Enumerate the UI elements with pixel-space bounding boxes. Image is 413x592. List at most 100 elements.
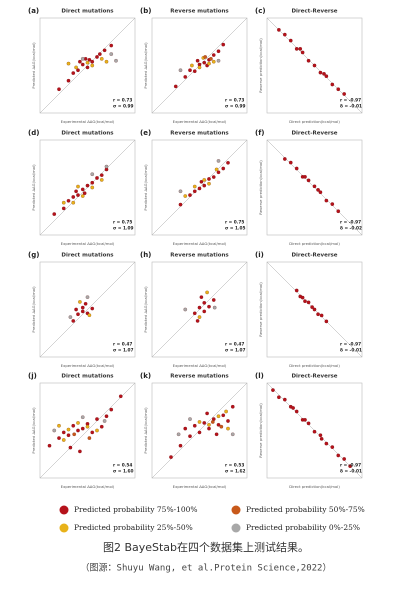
point <box>192 311 197 316</box>
point <box>202 60 207 65</box>
point <box>192 184 197 189</box>
point <box>109 407 114 412</box>
point <box>80 62 85 67</box>
point <box>211 59 216 64</box>
reference-line <box>151 261 248 358</box>
point <box>87 436 92 440</box>
caption: 图2 BayeStab在四个数据集上测试结果。 <box>103 540 309 554</box>
point <box>71 200 76 205</box>
point <box>324 74 329 78</box>
point <box>230 404 235 409</box>
point <box>197 315 202 319</box>
point <box>114 58 118 63</box>
panel-title: Reverse mutations <box>170 374 229 380</box>
point <box>188 193 192 197</box>
point <box>83 301 88 306</box>
point <box>230 432 235 437</box>
point <box>330 82 335 87</box>
point <box>178 443 183 448</box>
point <box>188 417 192 421</box>
point <box>211 175 216 179</box>
stat-annotation: δ = -0.01 <box>340 348 362 354</box>
point <box>226 426 230 431</box>
point <box>221 42 226 47</box>
point <box>226 161 230 165</box>
reference-line <box>39 382 136 479</box>
point <box>300 50 305 55</box>
point <box>109 52 114 56</box>
stat-annotation: r = 0.73 <box>113 98 132 104</box>
point <box>74 65 78 70</box>
point <box>306 178 311 183</box>
point <box>87 57 92 62</box>
point <box>47 443 52 448</box>
point <box>90 172 95 177</box>
point <box>52 212 57 216</box>
point <box>74 307 78 312</box>
point <box>192 69 197 74</box>
point <box>66 199 71 203</box>
panel-title: Direct-Reverse <box>291 131 337 137</box>
stat-annotation: r = -0.97 <box>340 220 361 226</box>
point <box>283 397 287 402</box>
point <box>214 432 219 437</box>
point <box>90 306 95 311</box>
y-axis-label: Predicted ΔΔG(kcal/mol) <box>31 42 36 89</box>
point <box>306 300 311 305</box>
x-axis-label: Experimental ΔΔG(kcal/mol) <box>173 484 227 489</box>
stat-annotation: σ = 1.07 <box>113 348 134 354</box>
point <box>197 420 202 424</box>
stat-annotation: σ = 0.99 <box>113 104 134 110</box>
panel-title: Reverse mutations <box>170 131 229 137</box>
legend-swatch <box>59 523 69 533</box>
point <box>190 63 194 68</box>
point <box>68 445 73 450</box>
y-axis-label: Reverse prediction(kcal/mol) <box>258 38 263 93</box>
point <box>80 187 85 192</box>
point <box>173 84 178 89</box>
point <box>288 38 293 43</box>
stat-annotation: r = -0.97 <box>340 342 361 348</box>
stat-annotation: r = -0.97 <box>340 98 361 104</box>
point <box>57 436 61 440</box>
stat-annotation: σ = 1.62 <box>225 469 246 475</box>
point <box>310 305 314 309</box>
point <box>99 173 104 177</box>
point <box>221 413 226 418</box>
point <box>306 58 311 63</box>
point <box>85 183 90 188</box>
point <box>202 421 207 425</box>
point <box>336 87 341 92</box>
point <box>294 47 299 51</box>
legend-swatch <box>231 523 241 533</box>
point <box>57 423 61 428</box>
source: （图源：Shuyu Wang, et al.Protein Science,20… <box>81 563 332 574</box>
point <box>283 32 287 37</box>
stat-annotation: r = 0.75 <box>225 220 244 226</box>
legend-label: Predicted probability 25%-50% <box>74 523 193 532</box>
point <box>80 426 85 431</box>
stat-annotation: r = -0.97 <box>340 463 361 469</box>
point <box>318 70 323 75</box>
point <box>221 166 226 171</box>
stat-annotation: r = 0.47 <box>225 342 244 348</box>
point <box>197 305 202 310</box>
panel-label: (i) <box>255 251 264 259</box>
point <box>76 428 80 433</box>
panel-label: (k) <box>140 372 151 380</box>
y-axis-label: Reverse prediction(kcal/mol) <box>258 282 263 337</box>
point <box>99 57 104 61</box>
point <box>226 419 230 423</box>
panel-title: Direct-Reverse <box>291 374 337 380</box>
point <box>61 200 66 205</box>
panel-title: Reverse mutations <box>170 9 229 15</box>
point <box>312 63 317 68</box>
point <box>102 48 107 53</box>
x-axis-label: Experimental ΔΔG(kcal/mol) <box>173 119 227 124</box>
point <box>207 304 211 309</box>
point <box>99 424 104 429</box>
point <box>271 388 275 392</box>
stat-annotation: σ = 1.07 <box>225 348 246 354</box>
point <box>216 159 221 163</box>
point <box>188 68 192 73</box>
